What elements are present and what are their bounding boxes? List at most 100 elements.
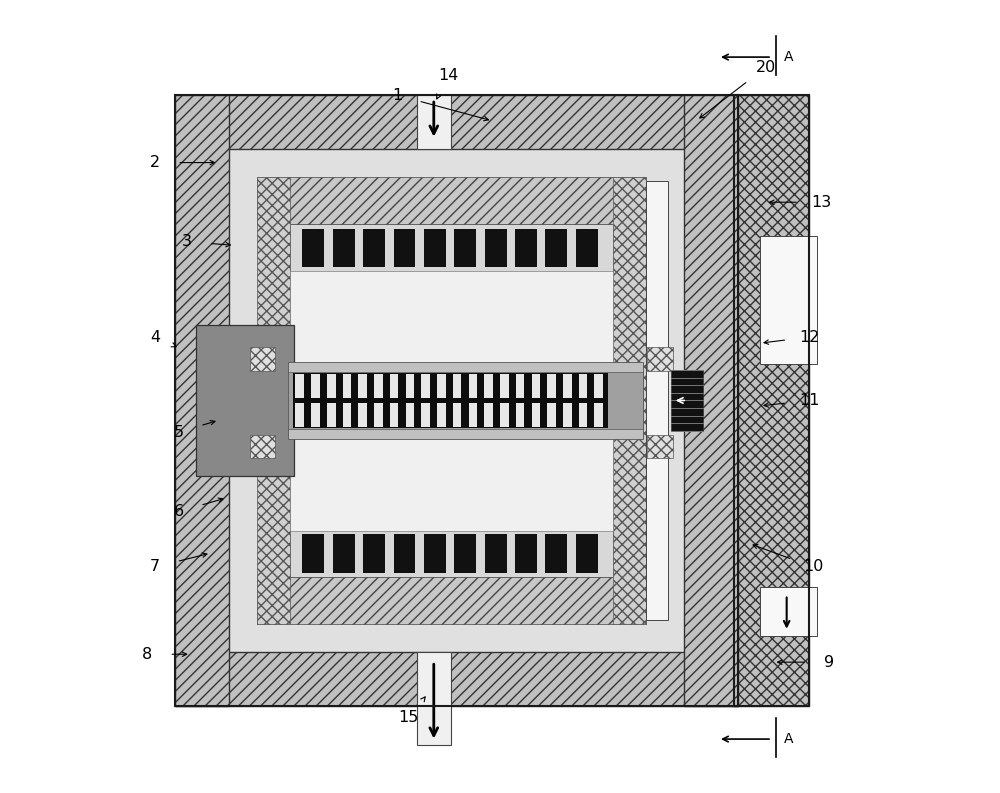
Bar xyxy=(343,374,351,397)
Bar xyxy=(257,177,646,224)
Bar xyxy=(288,362,643,439)
Bar xyxy=(576,229,598,267)
Text: 5: 5 xyxy=(174,425,184,439)
Bar xyxy=(545,229,567,267)
Bar xyxy=(333,229,355,267)
Bar xyxy=(646,181,668,620)
Bar xyxy=(311,374,320,397)
Bar xyxy=(421,374,430,397)
Bar xyxy=(515,534,537,573)
Bar xyxy=(288,372,643,429)
Bar xyxy=(406,403,414,427)
Bar xyxy=(469,403,477,427)
Bar xyxy=(311,403,320,427)
Bar xyxy=(250,435,275,458)
Bar xyxy=(734,95,809,706)
Bar xyxy=(417,652,451,745)
Bar xyxy=(647,435,673,458)
Bar xyxy=(563,403,572,427)
Bar xyxy=(406,374,414,397)
Bar xyxy=(327,403,336,427)
Text: 13: 13 xyxy=(811,195,831,209)
Bar xyxy=(594,374,603,397)
Bar xyxy=(257,577,646,624)
Bar xyxy=(327,374,336,397)
Bar xyxy=(175,95,738,149)
Bar xyxy=(484,374,493,397)
Bar xyxy=(532,403,540,427)
Bar xyxy=(453,403,461,427)
Bar xyxy=(290,224,613,577)
Bar xyxy=(196,325,294,476)
Text: 4: 4 xyxy=(150,330,160,344)
Bar xyxy=(576,534,598,573)
Text: 15: 15 xyxy=(399,711,419,725)
Text: 2: 2 xyxy=(150,155,160,170)
Bar xyxy=(516,403,524,427)
Bar xyxy=(424,534,446,573)
Bar xyxy=(547,374,556,397)
Bar xyxy=(532,374,540,397)
Bar xyxy=(290,271,613,531)
Bar xyxy=(671,370,703,431)
Bar xyxy=(515,229,537,267)
Bar xyxy=(175,95,229,706)
Bar xyxy=(295,374,304,397)
Bar xyxy=(454,534,476,573)
Bar xyxy=(547,403,556,427)
Bar xyxy=(500,403,509,427)
Bar xyxy=(563,374,572,397)
Bar xyxy=(485,229,507,267)
Bar xyxy=(545,534,567,573)
Bar xyxy=(374,374,383,397)
Bar xyxy=(594,403,603,427)
Bar xyxy=(684,95,738,706)
Bar xyxy=(250,347,275,371)
Text: 20: 20 xyxy=(756,60,776,75)
Text: 6: 6 xyxy=(174,504,184,519)
Text: 8: 8 xyxy=(142,647,152,661)
Bar xyxy=(453,374,461,397)
Bar xyxy=(363,229,385,267)
Bar xyxy=(760,236,817,364)
Bar xyxy=(394,229,415,267)
Text: A: A xyxy=(784,732,793,746)
Bar xyxy=(394,534,415,573)
Text: 9: 9 xyxy=(824,655,834,669)
Text: 14: 14 xyxy=(438,68,459,82)
Bar xyxy=(175,652,738,706)
Bar xyxy=(390,374,398,397)
Bar xyxy=(374,403,383,427)
Bar xyxy=(358,403,367,427)
Bar xyxy=(437,403,446,427)
Bar xyxy=(302,534,324,573)
Bar xyxy=(424,229,446,267)
Bar xyxy=(421,403,430,427)
Text: 11: 11 xyxy=(799,393,820,408)
Bar xyxy=(485,534,507,573)
Bar xyxy=(333,534,355,573)
Bar xyxy=(500,374,509,397)
Bar xyxy=(363,534,385,573)
Bar xyxy=(390,403,398,427)
Bar xyxy=(437,374,446,397)
Text: 7: 7 xyxy=(150,560,160,574)
Bar xyxy=(229,149,684,652)
Bar xyxy=(613,177,646,624)
Bar xyxy=(358,374,367,397)
Bar xyxy=(302,229,324,267)
Bar xyxy=(343,403,351,427)
Bar xyxy=(295,403,304,427)
Bar xyxy=(579,403,587,427)
Bar xyxy=(469,374,477,397)
Bar xyxy=(454,229,476,267)
Bar xyxy=(734,95,809,706)
Text: 3: 3 xyxy=(182,235,192,249)
Bar xyxy=(516,374,524,397)
Text: A: A xyxy=(784,50,793,64)
Bar xyxy=(647,347,673,371)
Bar xyxy=(293,373,608,428)
Text: 12: 12 xyxy=(799,330,819,344)
Bar xyxy=(760,587,817,635)
Bar xyxy=(257,177,290,624)
